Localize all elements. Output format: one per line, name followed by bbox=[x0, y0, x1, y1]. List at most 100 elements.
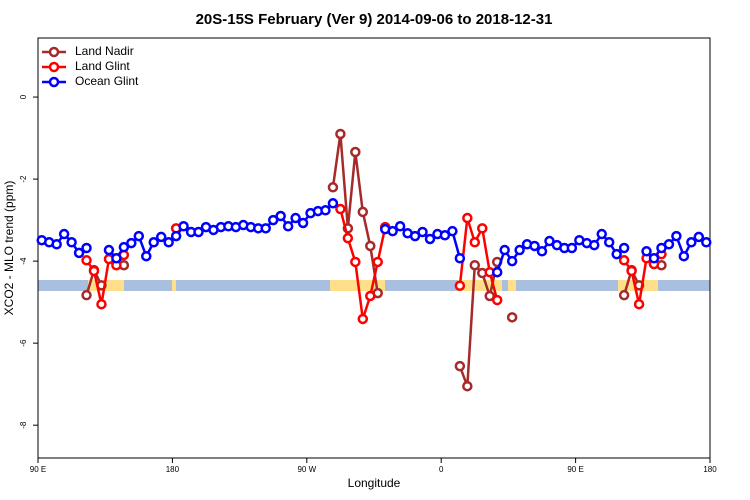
data-point bbox=[417, 226, 428, 238]
data-point bbox=[96, 298, 107, 310]
data-point bbox=[618, 289, 630, 301]
x-axis-label: Longitude bbox=[348, 476, 401, 490]
data-point bbox=[81, 242, 92, 254]
data-point bbox=[275, 210, 286, 222]
data-point bbox=[148, 237, 159, 248]
data-point bbox=[566, 242, 578, 254]
data-point bbox=[529, 240, 540, 252]
data-point bbox=[506, 312, 518, 323]
data-point bbox=[327, 198, 339, 209]
data-point bbox=[589, 239, 600, 251]
data-point bbox=[387, 225, 398, 237]
data-point bbox=[596, 228, 607, 240]
land-band bbox=[458, 280, 502, 291]
data-point bbox=[454, 280, 466, 291]
x-tick-label: 180 bbox=[703, 465, 717, 474]
legend-label: Land Glint bbox=[75, 59, 130, 73]
x-tick-label: 90 E bbox=[30, 465, 46, 474]
data-point bbox=[678, 250, 690, 262]
data-point bbox=[447, 225, 458, 237]
data-point bbox=[141, 250, 152, 262]
data-point bbox=[357, 206, 369, 218]
chart-title: 20S-15S February (Ver 9) 2014-09-06 to 2… bbox=[196, 11, 553, 28]
data-point bbox=[357, 313, 369, 325]
data-point bbox=[282, 221, 294, 232]
data-point bbox=[671, 230, 682, 242]
legend-marker bbox=[48, 46, 60, 58]
data-point bbox=[701, 237, 712, 248]
legend-label: Land Nadir bbox=[75, 44, 134, 58]
x-tick-label: 90 W bbox=[297, 465, 316, 474]
data-point bbox=[454, 360, 466, 372]
land-band bbox=[508, 280, 516, 291]
data-point bbox=[484, 290, 495, 302]
data-point bbox=[88, 265, 100, 277]
data-point bbox=[58, 228, 70, 240]
data-point bbox=[350, 146, 361, 158]
data-point bbox=[103, 244, 115, 256]
data-point bbox=[81, 255, 92, 266]
legend-marker bbox=[48, 76, 60, 88]
data-point bbox=[618, 255, 630, 266]
data-point bbox=[536, 246, 548, 257]
data-point bbox=[163, 237, 174, 248]
data-point bbox=[611, 248, 622, 260]
data-point bbox=[491, 294, 503, 306]
data-point bbox=[544, 235, 555, 247]
y-axis-label: XCO2 - MLO trend (ppm) bbox=[2, 181, 16, 316]
legend-marker bbox=[48, 61, 60, 73]
x-tick-label: 90 E bbox=[567, 465, 583, 474]
y-tick-label: -6 bbox=[19, 339, 28, 347]
data-point bbox=[499, 244, 510, 256]
data-point bbox=[469, 237, 481, 248]
data-point bbox=[462, 212, 473, 224]
data-point bbox=[424, 233, 436, 245]
data-point bbox=[320, 205, 331, 216]
data-point bbox=[133, 230, 145, 242]
data-point bbox=[409, 230, 421, 242]
data-point bbox=[693, 231, 705, 243]
data-point bbox=[663, 239, 675, 250]
data-point bbox=[155, 231, 167, 243]
data-point bbox=[126, 237, 137, 249]
data-point bbox=[686, 237, 697, 248]
data-point bbox=[365, 240, 376, 252]
data-point bbox=[514, 244, 525, 256]
data-point bbox=[327, 182, 339, 193]
data-point bbox=[491, 266, 503, 278]
data-point bbox=[111, 253, 122, 264]
data-point bbox=[439, 230, 451, 241]
y-tick-label: -4 bbox=[19, 257, 28, 265]
data-point bbox=[618, 242, 630, 254]
x-tick-label: 0 bbox=[439, 465, 444, 474]
data-point bbox=[193, 226, 204, 238]
data-point bbox=[260, 223, 271, 234]
data-point bbox=[462, 380, 473, 392]
plot-frame bbox=[37, 37, 711, 459]
data-point bbox=[118, 241, 130, 253]
land-band bbox=[172, 280, 176, 291]
y-tick-label: 0 bbox=[19, 94, 28, 99]
data-point bbox=[335, 128, 346, 140]
data-point bbox=[469, 259, 481, 271]
y-tick-label: -8 bbox=[19, 421, 28, 429]
data-point bbox=[350, 256, 361, 268]
data-point bbox=[81, 289, 92, 301]
data-point bbox=[372, 256, 383, 268]
data-point bbox=[73, 247, 85, 259]
x-tick-label: 180 bbox=[166, 465, 180, 474]
data-point bbox=[633, 298, 645, 310]
data-point bbox=[267, 214, 279, 226]
data-point bbox=[335, 203, 346, 215]
data-point bbox=[506, 255, 518, 267]
data-point bbox=[170, 230, 182, 242]
data-point bbox=[66, 237, 77, 248]
data-point bbox=[641, 246, 652, 257]
data-point bbox=[394, 221, 406, 232]
data-point bbox=[648, 253, 660, 264]
data-point bbox=[454, 253, 466, 264]
data-point bbox=[178, 221, 189, 232]
data-point bbox=[297, 217, 309, 229]
data-point bbox=[290, 212, 301, 224]
